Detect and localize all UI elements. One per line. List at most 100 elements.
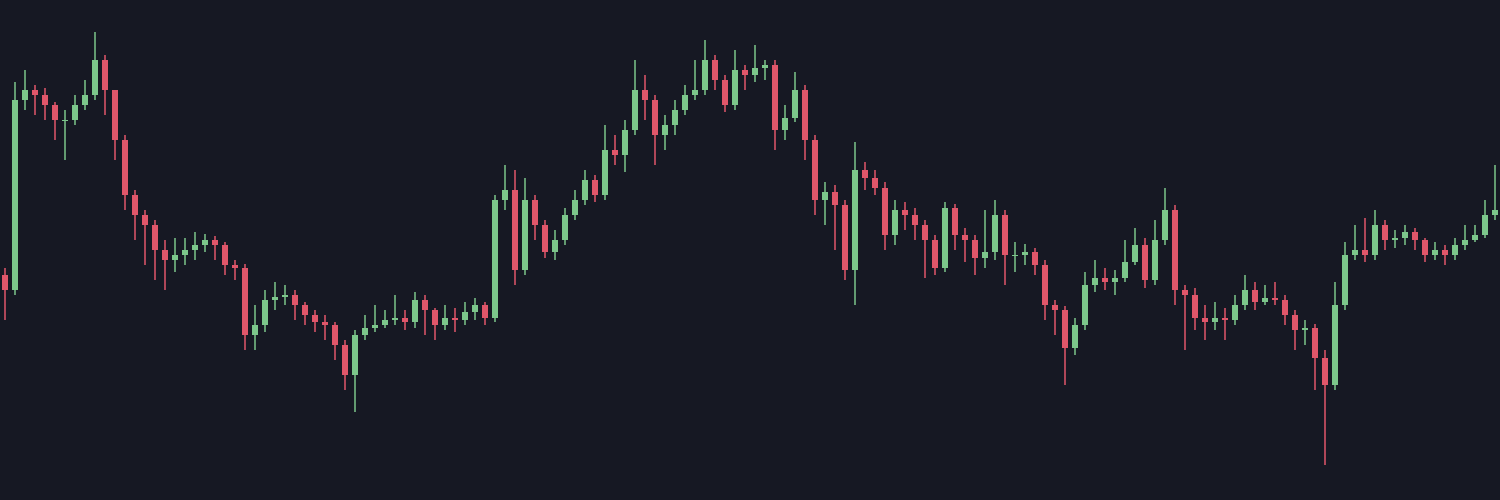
candle-body [492,200,498,318]
candle-body [252,325,258,335]
candle-body [1452,245,1458,255]
candle-body [52,105,58,120]
candle-body [1282,300,1288,315]
candle-body [742,70,748,75]
candle-body [632,90,638,130]
candle-body [122,140,128,195]
candle-body [952,208,958,235]
candle-body [992,215,998,252]
candle-body [732,70,738,105]
candle-body [1392,238,1398,240]
candle-body [1082,285,1088,325]
candle-body [2,275,8,290]
candle-body [1142,245,1148,280]
candle-body [1122,262,1128,278]
candle-body [1182,290,1188,295]
candle-body [772,65,778,130]
candle-body [1352,250,1358,255]
candle-body [542,225,548,252]
candle-body [552,240,558,252]
candle-body [212,240,218,245]
candle-body [1332,305,1338,385]
candle-body [752,68,758,75]
candle-body [872,178,878,188]
candle-body [582,180,588,200]
candle-body [1102,278,1108,282]
candle-body [1112,278,1118,282]
candle-body [1232,305,1238,320]
candle-body [972,240,978,258]
candle-body [1492,210,1498,215]
candle-body [282,295,288,297]
candle-body [1442,250,1448,255]
candle-body [802,90,808,140]
candle-body [432,310,438,325]
candle-body [942,208,948,268]
candle-body [1002,215,1008,255]
candle-body [1292,315,1298,330]
candle-body [1092,278,1098,285]
candle-body [922,225,928,240]
candle-body [1382,225,1388,240]
candle-body [1262,298,1268,302]
candle-body [832,192,838,205]
candle-body [882,188,888,235]
candle-body [1052,305,1058,310]
candle-body [1202,318,1208,322]
candle-body [262,300,268,325]
candle-body [1162,210,1168,240]
candle-body [782,118,788,130]
candle-body [562,215,568,240]
candle-body [1042,265,1048,305]
candle-body [522,200,528,270]
candle-body [792,90,798,118]
candle-body [712,60,718,80]
candle-body [962,235,968,240]
candle-body [192,245,198,250]
candle-body [1312,328,1318,358]
candle-body [312,315,318,322]
candle-body [1022,252,1028,255]
candle-body [702,60,708,90]
candle-body [402,318,408,322]
candle-body [72,105,78,120]
candle-body [512,190,518,270]
candle-body [1302,328,1308,330]
candle-body [242,268,248,335]
candle-body [482,305,488,318]
candle-body [202,240,208,245]
candle-body [382,320,388,325]
candle-body [392,318,398,320]
candle-body [662,125,668,135]
candle-body [1172,210,1178,290]
candle-body [672,110,678,125]
candle-body [302,305,308,315]
candle-body [862,170,868,178]
candle-body [1402,232,1408,238]
candle-body [982,252,988,258]
candle-body [1272,298,1278,300]
candle-body [822,192,828,200]
candle-body [472,305,478,312]
candle-body [1032,252,1038,265]
candle-body [222,245,228,265]
candle-body [892,210,898,235]
candle-body [132,195,138,215]
candle-body [422,300,428,310]
candle-body [92,60,98,95]
candle-body [1242,290,1248,305]
candle-body [642,90,648,100]
candle-body [412,300,418,322]
candle-body [1152,240,1158,280]
candle-body [592,180,598,195]
candle-body [502,190,508,200]
candle-body [1062,310,1068,348]
candle-body [1212,318,1218,322]
candle-body [152,225,158,250]
candle-body [1342,255,1348,305]
candle-body [852,170,858,270]
candle-body [142,215,148,225]
